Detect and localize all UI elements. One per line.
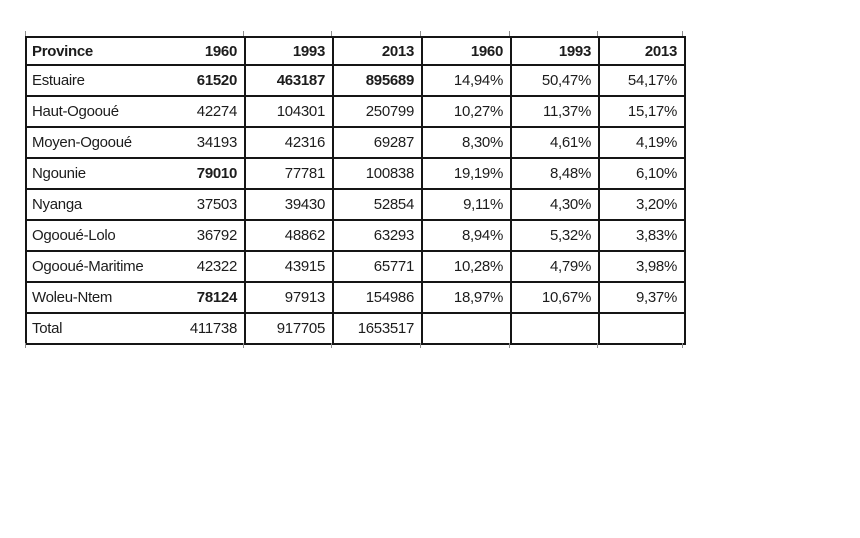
count-cell: 61520 — [155, 64, 246, 97]
column-header-province: Province — [25, 36, 156, 66]
percent-cell: 15,17% — [598, 95, 686, 128]
count-cell: 63293 — [332, 219, 423, 252]
table-row: Woleu-Ntem 78124 97913 154986 18,97% 10,67% 9,… — [25, 281, 686, 314]
gridline-stub — [331, 343, 332, 348]
table-row: Haut-Ogooué 42274 104301 250799 10,27% 11,37%… — [25, 95, 686, 128]
count-cell: 42316 — [244, 126, 334, 159]
count-cell: 79010 — [155, 157, 246, 190]
count-cell: 37503 — [155, 188, 246, 221]
percent-cell: 10,67% — [510, 281, 600, 314]
percent-cell: 8,94% — [421, 219, 512, 252]
column-header-year: 1993 — [510, 36, 600, 66]
header-row: Province 1960 1993 2013 1960 1993 2013 — [25, 36, 686, 66]
row-label-cell: Haut-Ogooué — [25, 95, 156, 128]
percent-cell: 54,17% — [598, 64, 686, 97]
row-label-cell: Moyen-Ogooué — [25, 126, 156, 159]
count-cell: 104301 — [244, 95, 334, 128]
count-cell: 1653517 — [332, 312, 423, 345]
percent-cell — [510, 312, 600, 345]
row-label-cell: Estuaire — [25, 64, 156, 97]
count-cell: 100838 — [332, 157, 423, 190]
percent-cell: 4,30% — [510, 188, 600, 221]
percent-cell: 4,19% — [598, 126, 686, 159]
column-header-year: 2013 — [332, 36, 423, 66]
count-cell: 463187 — [244, 64, 334, 97]
count-cell: 36792 — [155, 219, 246, 252]
percent-cell: 10,28% — [421, 250, 512, 283]
percent-cell: 8,48% — [510, 157, 600, 190]
province-population-table: Province 1960 1993 2013 1960 1993 2013 Estuair… — [25, 36, 686, 345]
table-row: Total 411738 917705 1653517 — [25, 312, 686, 345]
percent-cell: 9,37% — [598, 281, 686, 314]
gridline-stub — [243, 343, 244, 348]
column-header-year: 1960 — [155, 36, 246, 66]
row-label-cell: Ngounie — [25, 157, 156, 190]
percent-cell: 8,30% — [421, 126, 512, 159]
count-cell: 42322 — [155, 250, 246, 283]
column-header-year: 1960 — [421, 36, 512, 66]
count-cell: 78124 — [155, 281, 246, 314]
count-cell: 42274 — [155, 95, 246, 128]
table-row: Estuaire 61520 463187 895689 14,94% 50,47% 54,… — [25, 64, 686, 97]
count-cell: 917705 — [244, 312, 334, 345]
column-header-year: 2013 — [598, 36, 686, 66]
count-cell: 77781 — [244, 157, 334, 190]
column-header-year: 1993 — [244, 36, 334, 66]
gridline-stub — [420, 31, 421, 36]
row-label-cell: Woleu-Ntem — [25, 281, 156, 314]
gridline-stub — [243, 31, 244, 36]
percent-cell — [421, 312, 512, 345]
percent-cell: 9,11% — [421, 188, 512, 221]
percent-cell: 3,83% — [598, 219, 686, 252]
row-label-cell: Ogooué-Lolo — [25, 219, 156, 252]
percent-cell: 50,47% — [510, 64, 600, 97]
percent-cell: 19,19% — [421, 157, 512, 190]
count-cell: 34193 — [155, 126, 246, 159]
row-label-cell: Ogooué-Maritime — [25, 250, 156, 283]
count-cell: 895689 — [332, 64, 423, 97]
count-cell: 250799 — [332, 95, 423, 128]
gridline-stub — [509, 31, 510, 36]
table-header: Province 1960 1993 2013 1960 1993 2013 — [25, 36, 686, 66]
percent-cell: 5,32% — [510, 219, 600, 252]
percent-cell: 3,20% — [598, 188, 686, 221]
gridline-stub — [331, 31, 332, 36]
gridline-stub — [25, 31, 26, 36]
count-cell: 39430 — [244, 188, 334, 221]
percent-cell — [598, 312, 686, 345]
count-cell: 43915 — [244, 250, 334, 283]
percent-cell: 6,10% — [598, 157, 686, 190]
count-cell: 48862 — [244, 219, 334, 252]
percent-cell: 10,27% — [421, 95, 512, 128]
count-cell: 154986 — [332, 281, 423, 314]
gridline-stub — [597, 343, 598, 348]
count-cell: 65771 — [332, 250, 423, 283]
gridline-stub — [420, 343, 421, 348]
table-body: Estuaire 61520 463187 895689 14,94% 50,47% 54,… — [25, 64, 686, 345]
percent-cell: 18,97% — [421, 281, 512, 314]
gridline-stub — [682, 31, 683, 36]
percent-cell: 4,79% — [510, 250, 600, 283]
count-cell: 52854 — [332, 188, 423, 221]
count-cell: 69287 — [332, 126, 423, 159]
table-row: Ogooué-Maritime 42322 43915 65771 10,28% 4,79… — [25, 250, 686, 283]
table-row: Ogooué-Lolo 36792 48862 63293 8,94% 5,32% 3,83… — [25, 219, 686, 252]
gridline-stub — [509, 343, 510, 348]
percent-cell: 3,98% — [598, 250, 686, 283]
percent-cell: 11,37% — [510, 95, 600, 128]
row-label-cell: Total — [25, 312, 156, 345]
row-label-cell: Nyanga — [25, 188, 156, 221]
table-row: Ngounie 79010 77781 100838 19,19% 8,48% 6,10% — [25, 157, 686, 190]
percent-cell: 4,61% — [510, 126, 600, 159]
gridline-stub — [682, 343, 683, 348]
table-row: Nyanga 37503 39430 52854 9,11% 4,30% 3,20% — [25, 188, 686, 221]
table-row: Moyen-Ogooué 34193 42316 69287 8,30% 4,61% 4,1… — [25, 126, 686, 159]
count-cell: 97913 — [244, 281, 334, 314]
gridline-stub — [597, 31, 598, 36]
count-cell: 411738 — [155, 312, 246, 345]
gridline-stub — [25, 343, 26, 348]
percent-cell: 14,94% — [421, 64, 512, 97]
